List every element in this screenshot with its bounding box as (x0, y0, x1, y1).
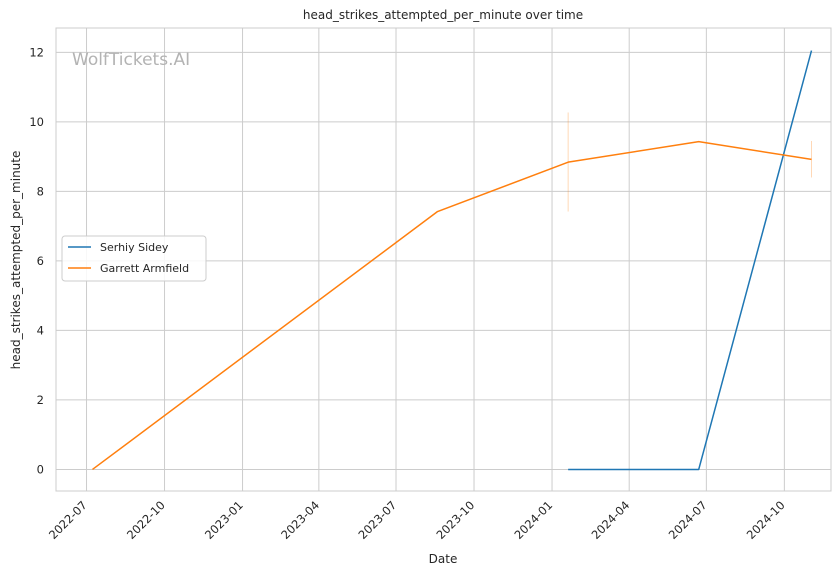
series-layer (92, 50, 813, 471)
x-tick-label: 2023-10 (433, 498, 477, 542)
series-line-garrett-armfield (92, 140, 812, 471)
x-tick-label: 2024-01 (511, 498, 555, 542)
legend-label-serhiy-sidey: Serhiy Sidey (100, 241, 169, 254)
y-tick-label: 6 (37, 254, 44, 268)
tick-labels: 2022-07 2022-10 2023-01 2023-04 2023-07 2023-… (29, 45, 787, 542)
x-tick-label: 2024-10 (744, 498, 788, 542)
x-tick-label: 2024-04 (589, 498, 633, 542)
y-tick-label: 2 (37, 393, 44, 407)
watermark: WolfTickets.AI (72, 50, 190, 70)
legend-label-garrett-armfield: Garrett Armfield (100, 262, 189, 275)
plot-area-frame (55, 27, 832, 492)
series-line-serhiy-sidey (568, 50, 813, 471)
x-tick-label: 2024-07 (666, 498, 710, 542)
x-tick-label: 2022-10 (124, 498, 168, 542)
legend-box (61, 235, 207, 282)
chart-title: head_strikes_attempted_per_minute over t… (303, 8, 583, 22)
x-tick-label: 2023-04 (278, 498, 322, 542)
x-tick-label: 2023-07 (355, 498, 399, 542)
x-tick-label: 2023-01 (202, 498, 246, 542)
y-tick-label: 10 (29, 115, 44, 129)
y-tick-label: 4 (37, 323, 44, 337)
y-tick-label: 12 (29, 45, 44, 59)
y-axis-label: head_strikes_attempted_per_minute (9, 151, 23, 370)
y-tick-label: 8 (37, 184, 44, 198)
y-tick-label: 0 (37, 462, 44, 476)
x-tick-label: 2022-07 (46, 498, 90, 542)
x-axis-label: Date (429, 552, 458, 566)
legend: Serhiy Sidey Garrett Armfield (61, 235, 207, 282)
